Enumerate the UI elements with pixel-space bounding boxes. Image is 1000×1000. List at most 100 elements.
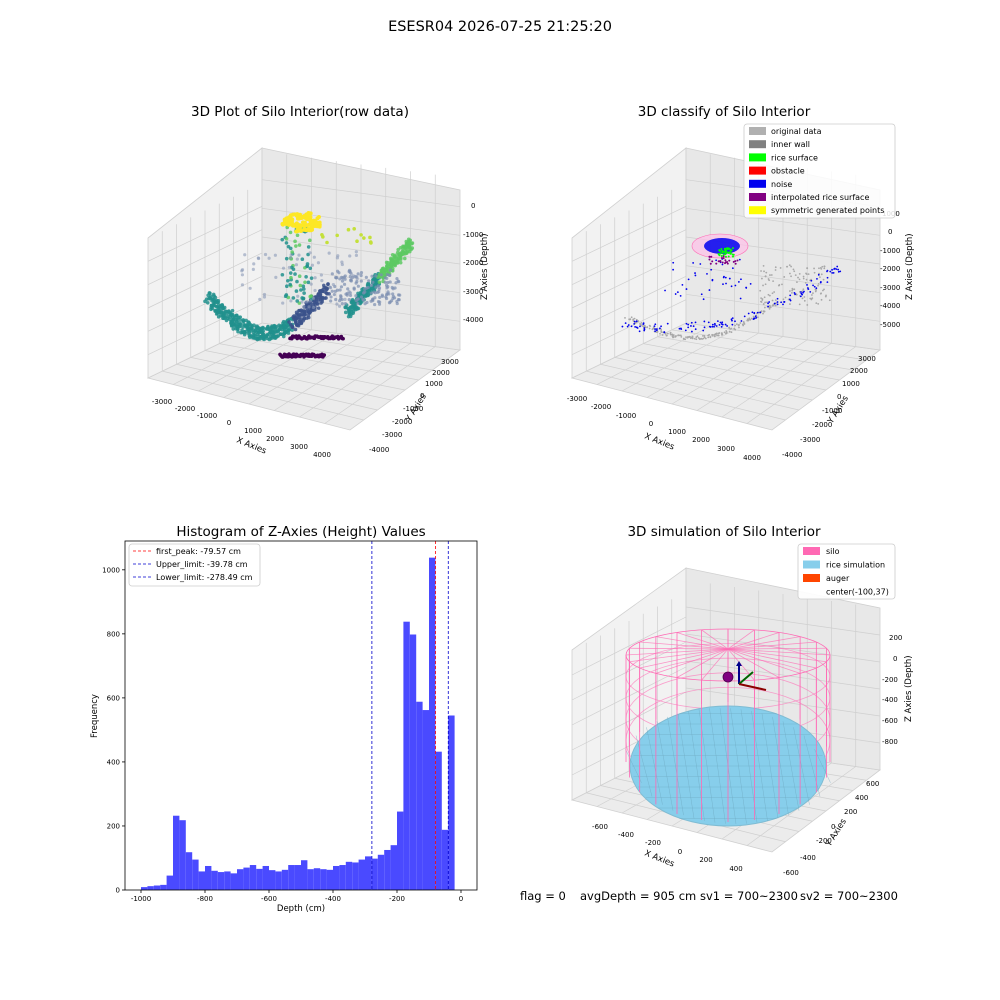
data-point bbox=[649, 325, 652, 328]
data-point bbox=[783, 276, 786, 278]
data-point bbox=[780, 301, 783, 304]
data-point bbox=[750, 317, 753, 320]
data-point bbox=[802, 291, 804, 294]
data-point bbox=[295, 299, 300, 303]
data-point bbox=[648, 327, 651, 330]
histogram-bar bbox=[153, 885, 161, 890]
data-point bbox=[762, 264, 765, 267]
data-point bbox=[806, 304, 809, 306]
data-point bbox=[735, 323, 738, 326]
data-point bbox=[711, 260, 714, 263]
histogram-bar bbox=[179, 820, 186, 890]
data-point bbox=[235, 317, 240, 321]
histogram-bar bbox=[403, 621, 410, 890]
y-axis-label: Frequency bbox=[90, 694, 100, 738]
data-point bbox=[692, 325, 695, 328]
z-tick-label: -5000 bbox=[880, 321, 900, 329]
grid-line bbox=[696, 339, 808, 411]
data-point bbox=[371, 299, 375, 303]
data-point bbox=[731, 247, 734, 250]
silo-roof-line bbox=[639, 641, 729, 650]
legend-swatch bbox=[749, 153, 766, 162]
x-tick-label: -3000 bbox=[152, 398, 172, 406]
data-point bbox=[831, 272, 834, 274]
data-point bbox=[384, 267, 389, 272]
data-point bbox=[724, 252, 727, 255]
data-point bbox=[322, 353, 327, 357]
grid-line bbox=[685, 293, 881, 322]
z-axis-label: Z Axies (Depth) bbox=[904, 655, 914, 722]
data-point bbox=[293, 272, 297, 276]
histogram-bar bbox=[409, 634, 417, 890]
legend-swatch bbox=[749, 206, 766, 215]
data-point bbox=[793, 288, 796, 291]
data-point bbox=[695, 338, 698, 341]
grid-line bbox=[233, 336, 433, 371]
data-point bbox=[762, 310, 765, 313]
data-point bbox=[731, 267, 734, 270]
data-point bbox=[768, 304, 771, 307]
data-point bbox=[302, 291, 306, 295]
silo-roof-line bbox=[655, 648, 729, 674]
legend-label: noise bbox=[771, 180, 792, 189]
data-point bbox=[309, 223, 314, 228]
z-tick-label: -2000 bbox=[880, 265, 900, 273]
y-tick-label: 200 bbox=[844, 808, 857, 816]
data-point bbox=[247, 335, 252, 340]
data-point bbox=[285, 328, 290, 333]
data-point bbox=[790, 292, 793, 294]
data-point bbox=[723, 275, 725, 278]
data-point bbox=[354, 298, 358, 303]
data-point bbox=[251, 335, 255, 340]
histogram-bar bbox=[211, 870, 218, 890]
z-tick-label: -400 bbox=[882, 696, 898, 704]
data-point bbox=[346, 287, 350, 291]
y-tick-label: 3000 bbox=[858, 355, 876, 363]
data-point bbox=[721, 261, 724, 264]
data-point bbox=[730, 327, 733, 330]
data-point bbox=[807, 287, 809, 289]
data-point bbox=[387, 273, 392, 277]
data-point bbox=[339, 285, 344, 289]
data-point bbox=[823, 267, 826, 270]
data-point bbox=[700, 293, 703, 296]
data-point bbox=[715, 325, 718, 327]
data-point bbox=[759, 311, 762, 314]
silo-roof-line bbox=[676, 648, 729, 678]
data-point bbox=[717, 260, 720, 263]
data-point bbox=[252, 262, 256, 266]
data-point bbox=[722, 255, 725, 258]
data-point bbox=[318, 292, 323, 296]
data-point bbox=[707, 321, 710, 324]
data-point bbox=[755, 316, 758, 319]
data-point bbox=[395, 276, 399, 281]
data-point bbox=[820, 273, 823, 276]
histogram-bar bbox=[294, 865, 301, 890]
grid-line bbox=[671, 336, 784, 405]
data-point bbox=[672, 268, 675, 271]
data-point bbox=[219, 309, 223, 314]
data-point bbox=[303, 280, 307, 285]
grid-line bbox=[571, 299, 687, 355]
data-point bbox=[807, 273, 810, 275]
data-point bbox=[659, 327, 661, 330]
grid-line bbox=[261, 265, 461, 294]
z-tick-label: 0 bbox=[893, 655, 897, 663]
data-point bbox=[309, 282, 313, 286]
x-tick-label: 2000 bbox=[692, 436, 710, 444]
silo-roof-line bbox=[629, 647, 729, 650]
data-point bbox=[690, 330, 693, 333]
data-point bbox=[265, 326, 270, 331]
data-point bbox=[810, 279, 813, 282]
data-point bbox=[301, 297, 306, 301]
data-point bbox=[685, 288, 688, 290]
data-point bbox=[833, 267, 836, 270]
data-point bbox=[733, 327, 736, 330]
data-point bbox=[768, 279, 771, 282]
data-point bbox=[789, 299, 792, 302]
data-point bbox=[308, 215, 313, 220]
status-line: flag = 0 avgDepth = 905 cm sv1 = 700~230… bbox=[520, 889, 898, 903]
data-point bbox=[707, 336, 710, 339]
data-point bbox=[229, 313, 234, 317]
